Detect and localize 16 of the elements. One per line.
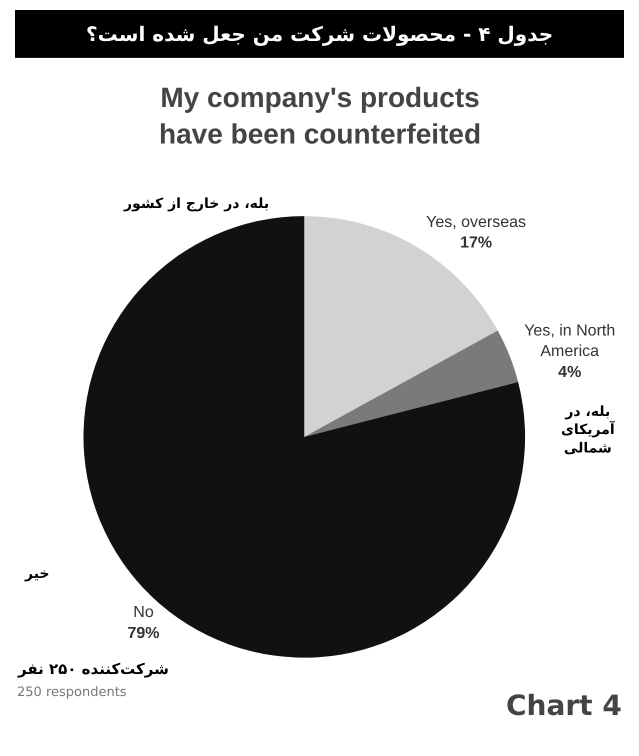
- slice-label: Yes, in North America: [524, 322, 616, 360]
- caption: Chart 4: [506, 689, 622, 722]
- text: 250 respondents: [17, 685, 127, 700]
- chart-title: جدول ۴ - محصولات شرکت من جعل شده است؟: [86, 22, 554, 46]
- slice-label: Yes, overseas: [426, 214, 526, 231]
- text: بله، در خارج از کشور: [123, 196, 270, 212]
- data-label: 79%: [127, 625, 160, 642]
- data-label: 4%: [558, 364, 582, 381]
- pie-slice: [304, 330, 518, 437]
- text: خیر: [24, 566, 50, 582]
- slice-label: No: [133, 604, 154, 622]
- data-label: 17%: [460, 234, 492, 252]
- text: بله، در آمریکای شمالی: [561, 404, 616, 456]
- pie-slice: [84, 216, 526, 658]
- chart-subtitle: My company's products have been counterfeited: [159, 82, 482, 150]
- text: شرکت‌کننده ۲۵۰ نفر: [17, 660, 169, 678]
